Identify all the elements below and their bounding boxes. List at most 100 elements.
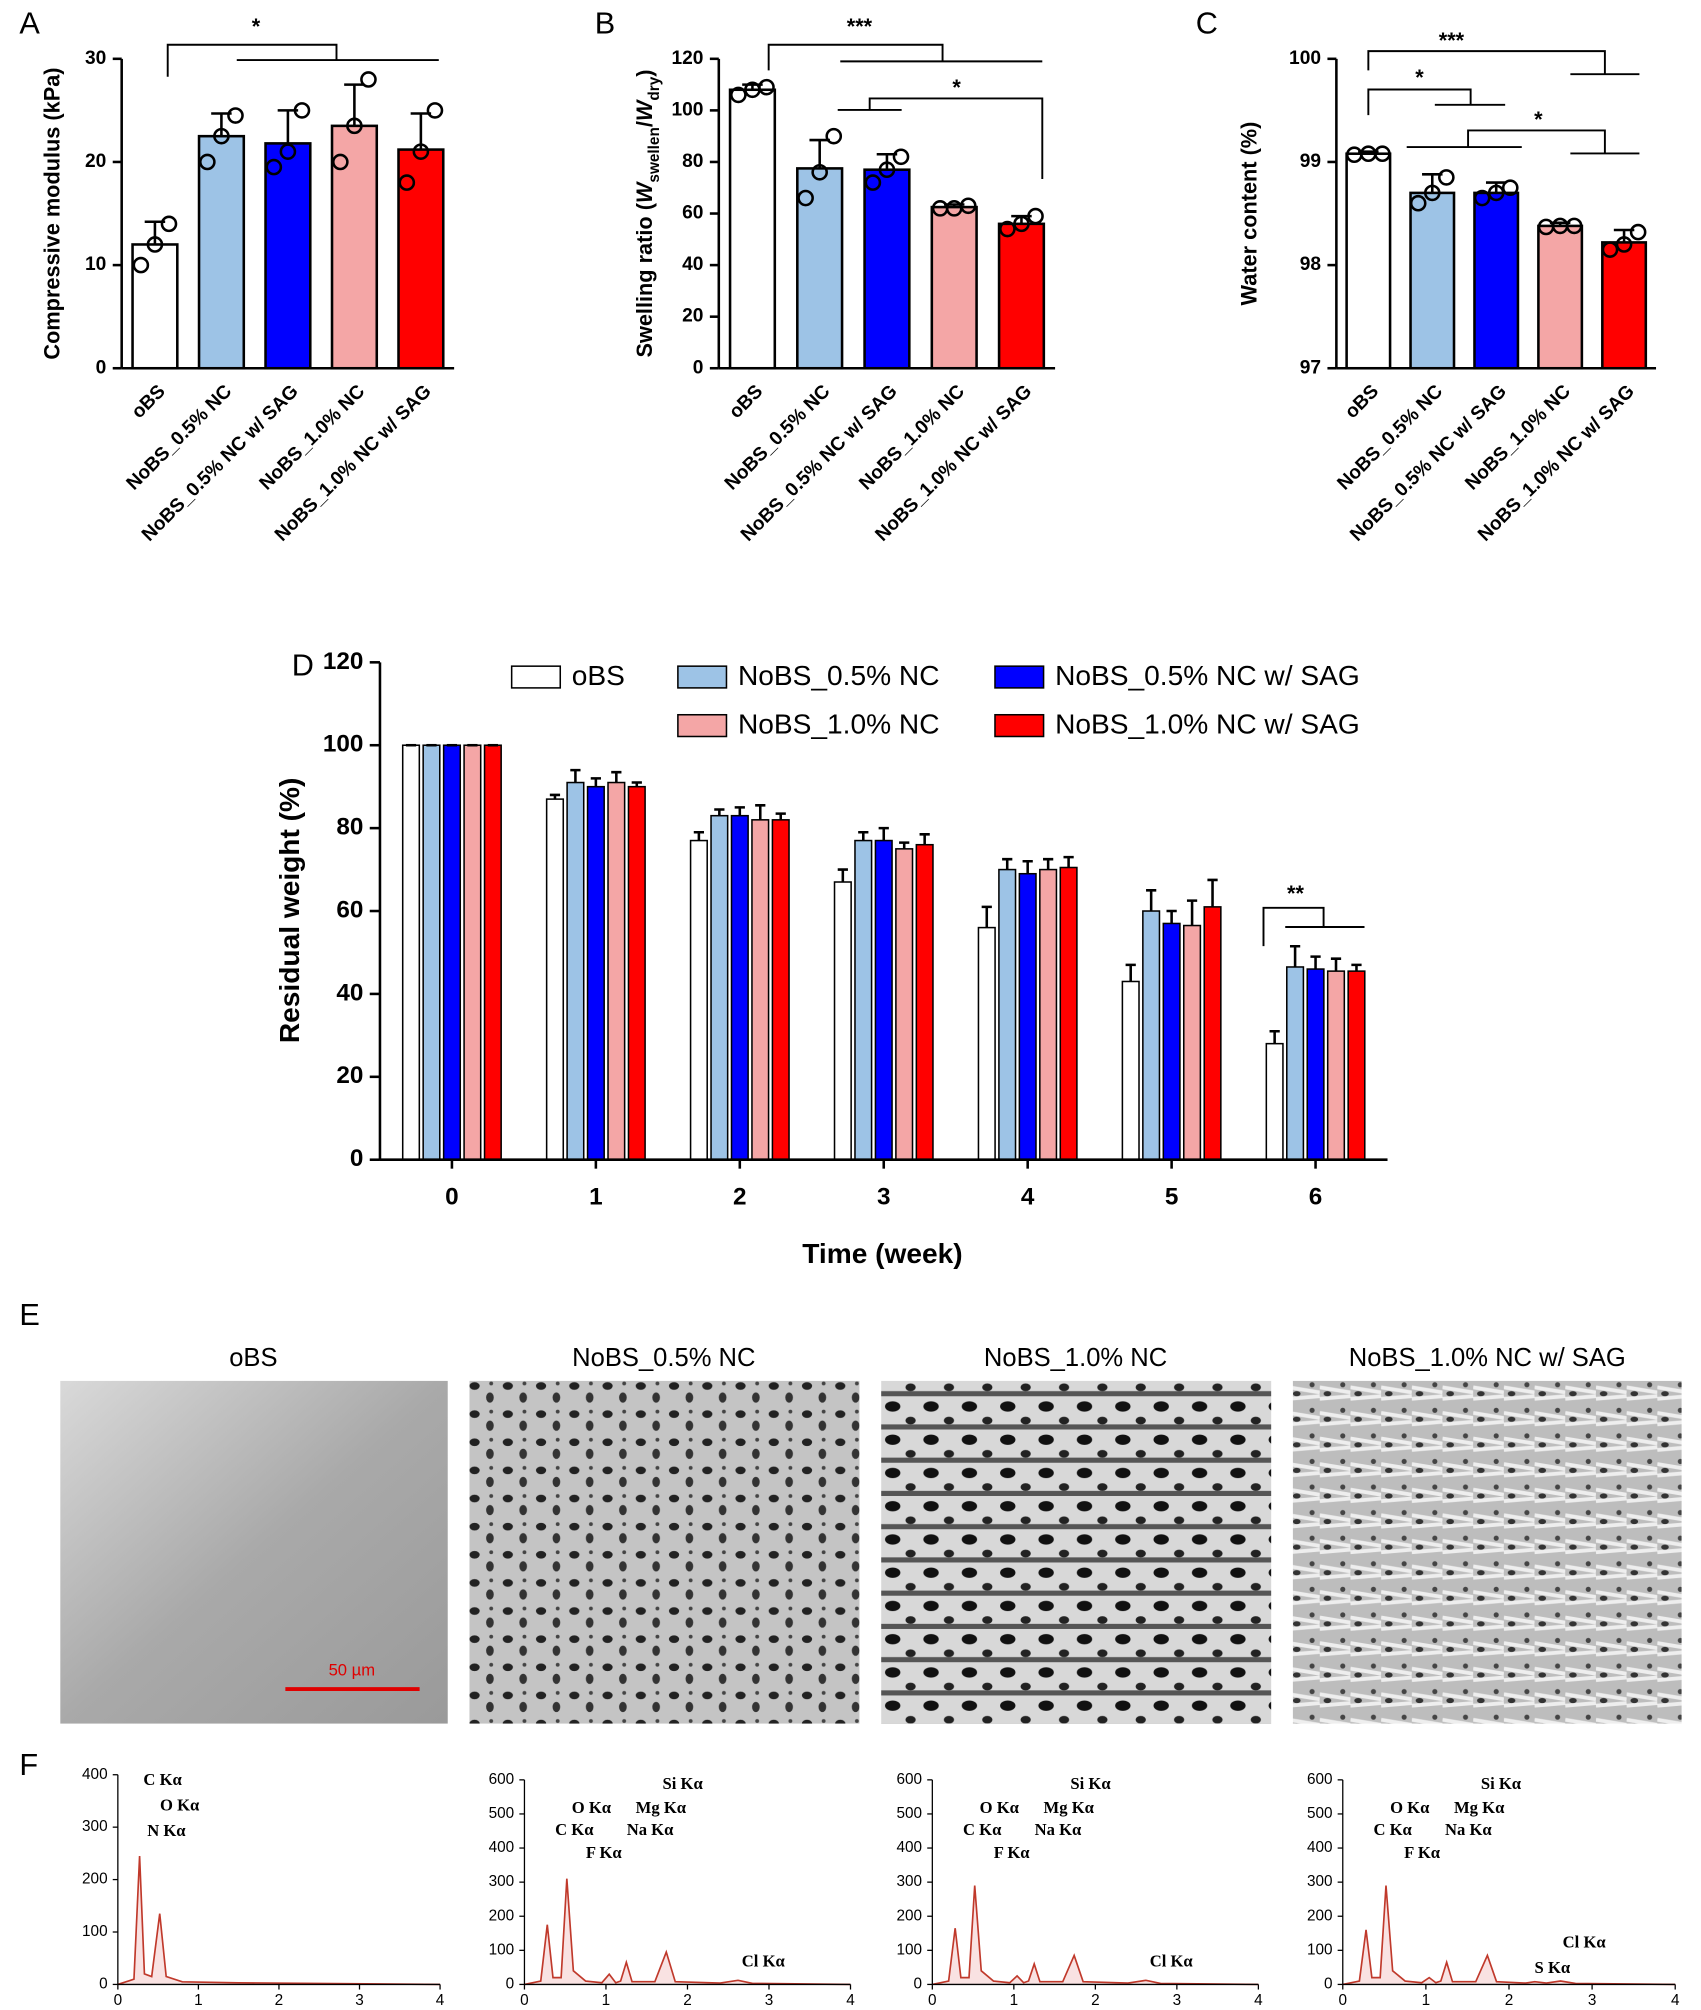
data-point bbox=[132, 256, 150, 274]
data-point bbox=[999, 220, 1016, 238]
data-point bbox=[160, 215, 178, 233]
legend-label: NoBS_0.5% NC bbox=[738, 660, 940, 691]
y-tick-label: 400 bbox=[82, 1766, 108, 1783]
y-tick-label: 100 bbox=[671, 99, 703, 120]
bar bbox=[863, 168, 911, 370]
y-tick-label: 200 bbox=[897, 1907, 923, 1924]
x-tick-label: 3 bbox=[355, 1992, 364, 2009]
data-point bbox=[213, 127, 230, 145]
x-tick-label: 5 bbox=[1165, 1183, 1179, 1210]
x-tick-label: 1 bbox=[589, 1183, 603, 1210]
bar bbox=[771, 819, 790, 1161]
y-tick-label: 80 bbox=[336, 814, 363, 841]
x-tick-label: 2 bbox=[275, 1992, 284, 2009]
data-point bbox=[825, 127, 843, 145]
bar bbox=[1203, 906, 1222, 1161]
x-tick-label: 4 bbox=[1671, 1992, 1680, 2009]
x-tick-label: oBS bbox=[725, 381, 767, 423]
significance-bracket bbox=[767, 43, 1043, 71]
significance-label: * bbox=[952, 75, 961, 100]
y-tick-label: 0 bbox=[96, 357, 107, 378]
x-tick-label: 4 bbox=[1021, 1183, 1035, 1210]
panel-label: D bbox=[292, 648, 314, 683]
x-tick-label: 1 bbox=[194, 1992, 203, 2009]
error-bar bbox=[981, 905, 992, 928]
bar bbox=[1142, 910, 1161, 1161]
y-tick-label: 40 bbox=[682, 254, 703, 275]
bar bbox=[874, 839, 893, 1161]
error-bar bbox=[1207, 878, 1218, 907]
bar bbox=[895, 848, 914, 1161]
peak-label: N Kα bbox=[147, 1821, 186, 1840]
data-point bbox=[1601, 241, 1619, 258]
x-tick-label: 4 bbox=[1254, 1992, 1263, 2009]
bar bbox=[689, 839, 708, 1161]
scale-bar-label: 50 µm bbox=[329, 1661, 375, 1680]
bar bbox=[710, 814, 729, 1161]
x-tick-label: oBS bbox=[128, 381, 170, 423]
error-bar bbox=[1166, 909, 1177, 924]
y-tick-label: 100 bbox=[323, 731, 364, 758]
sem-image bbox=[1292, 1380, 1682, 1724]
bar bbox=[1265, 1042, 1284, 1161]
y-tick-label: 80 bbox=[682, 151, 703, 172]
y-axis-label-part: / bbox=[632, 121, 657, 127]
y-tick-label: 600 bbox=[1307, 1771, 1333, 1788]
image-title: oBS bbox=[229, 1344, 277, 1372]
bar bbox=[1537, 224, 1584, 370]
data-point bbox=[199, 153, 216, 171]
y-tick-label: 97 bbox=[1300, 357, 1321, 378]
significance-label: *** bbox=[1439, 28, 1465, 53]
data-point bbox=[1473, 189, 1491, 207]
bar bbox=[751, 819, 770, 1161]
panel-label: A bbox=[19, 6, 40, 41]
x-tick-label: 2 bbox=[1091, 1992, 1100, 2009]
peak-label: O Kα bbox=[980, 1798, 1020, 1817]
x-tick-label: 4 bbox=[846, 1992, 855, 2009]
y-tick-label: 120 bbox=[323, 648, 364, 675]
data-point bbox=[293, 102, 311, 119]
bar bbox=[1286, 966, 1305, 1161]
x-tick-label: 2 bbox=[1505, 1992, 1514, 2009]
data-point bbox=[1565, 217, 1583, 235]
bar bbox=[1306, 968, 1325, 1161]
error-bar bbox=[570, 768, 581, 783]
legend-label: NoBS_1.0% NC bbox=[738, 709, 940, 740]
bar bbox=[1018, 872, 1037, 1161]
error-bar bbox=[1125, 963, 1136, 982]
error-bar bbox=[1310, 955, 1321, 970]
y-tick-label: 0 bbox=[914, 1975, 923, 1992]
x-tick-label: 0 bbox=[445, 1183, 459, 1210]
bar bbox=[730, 814, 749, 1161]
bar bbox=[566, 781, 585, 1161]
bar bbox=[627, 785, 646, 1161]
data-point bbox=[265, 158, 283, 176]
panel-label: F bbox=[19, 1747, 38, 1782]
y-tick-label: 10 bbox=[85, 254, 106, 275]
data-point bbox=[811, 163, 828, 181]
data-point bbox=[878, 161, 896, 179]
data-point bbox=[1615, 236, 1633, 253]
bar bbox=[915, 843, 934, 1161]
data-point bbox=[1423, 184, 1441, 202]
error-bar bbox=[611, 770, 622, 783]
error-bar bbox=[1022, 860, 1033, 874]
y-tick-label: 100 bbox=[82, 1923, 108, 1940]
y-axis-label: Compressive modulus (kPa) bbox=[40, 67, 65, 359]
y-axis-label-part: W bbox=[632, 98, 657, 121]
panel-label: E bbox=[19, 1297, 39, 1332]
bar bbox=[1347, 970, 1366, 1161]
bar bbox=[854, 839, 873, 1161]
x-tick-label: 2 bbox=[733, 1183, 747, 1210]
data-point bbox=[398, 174, 416, 191]
bar bbox=[1473, 191, 1520, 370]
bar bbox=[1182, 924, 1202, 1161]
y-tick-label: 100 bbox=[1307, 1941, 1333, 1958]
error-bar bbox=[1330, 957, 1342, 972]
y-tick-label: 400 bbox=[489, 1839, 515, 1856]
x-tick-label: 3 bbox=[877, 1183, 891, 1210]
y-tick-label: 100 bbox=[897, 1941, 923, 1958]
legend-swatch bbox=[994, 713, 1045, 738]
y-tick-label: 20 bbox=[682, 306, 703, 327]
